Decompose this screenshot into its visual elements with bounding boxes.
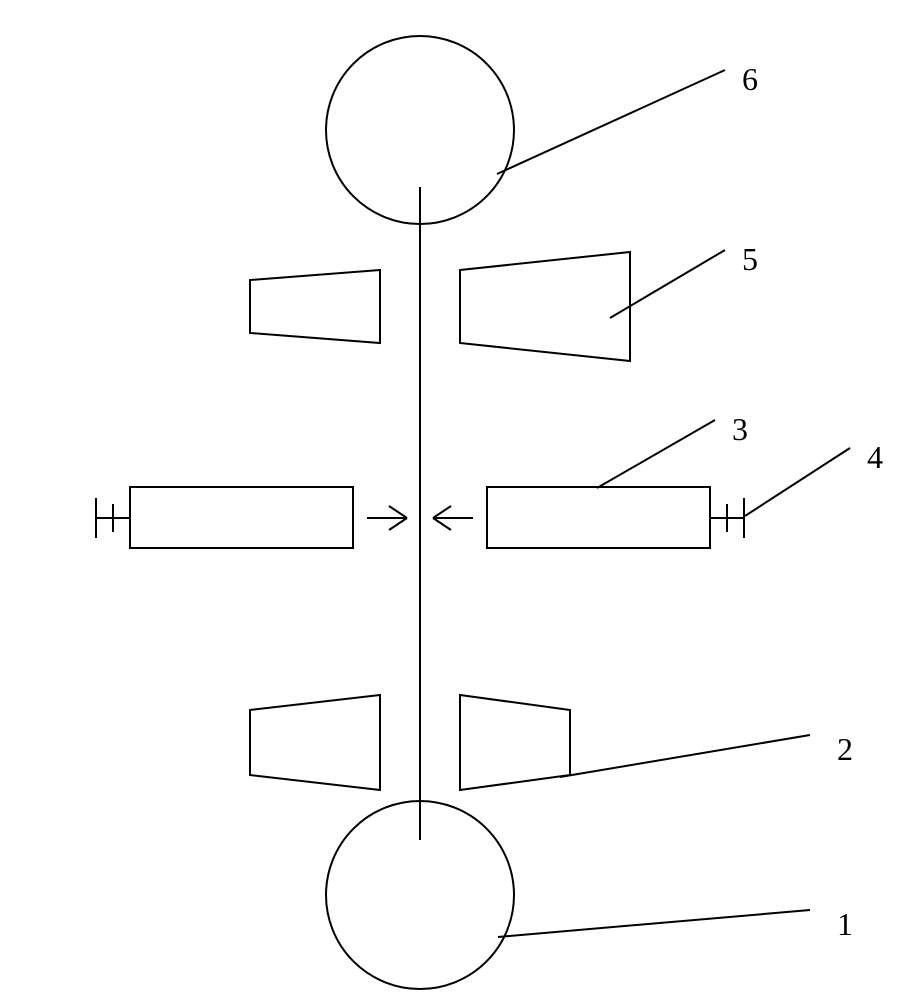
leader-2 xyxy=(560,735,810,777)
leader-3 xyxy=(597,420,715,488)
middle-rect-left xyxy=(130,487,353,548)
label-6: 6 xyxy=(742,61,758,97)
label-3: 3 xyxy=(732,411,748,447)
label-5: 5 xyxy=(742,241,758,277)
leader-4 xyxy=(745,448,850,516)
callouts: 1 2 3 4 5 6 xyxy=(497,61,883,942)
label-2: 2 xyxy=(837,731,853,767)
arrow-right-to-center xyxy=(433,506,473,530)
lower-trapezoid-left xyxy=(250,695,380,790)
leader-6 xyxy=(497,70,725,174)
upper-trapezoid-left xyxy=(250,270,380,343)
leader-5 xyxy=(610,250,725,318)
label-1: 1 xyxy=(837,906,853,942)
tee-connector-right xyxy=(710,498,744,538)
arrow-left-to-center xyxy=(367,506,407,530)
label-4: 4 xyxy=(867,439,883,475)
lower-trapezoid-right xyxy=(460,695,570,790)
tee-connector-left xyxy=(96,498,130,538)
middle-rect-right xyxy=(487,487,710,548)
leader-1 xyxy=(498,910,810,937)
upper-trapezoid-right xyxy=(460,252,630,361)
